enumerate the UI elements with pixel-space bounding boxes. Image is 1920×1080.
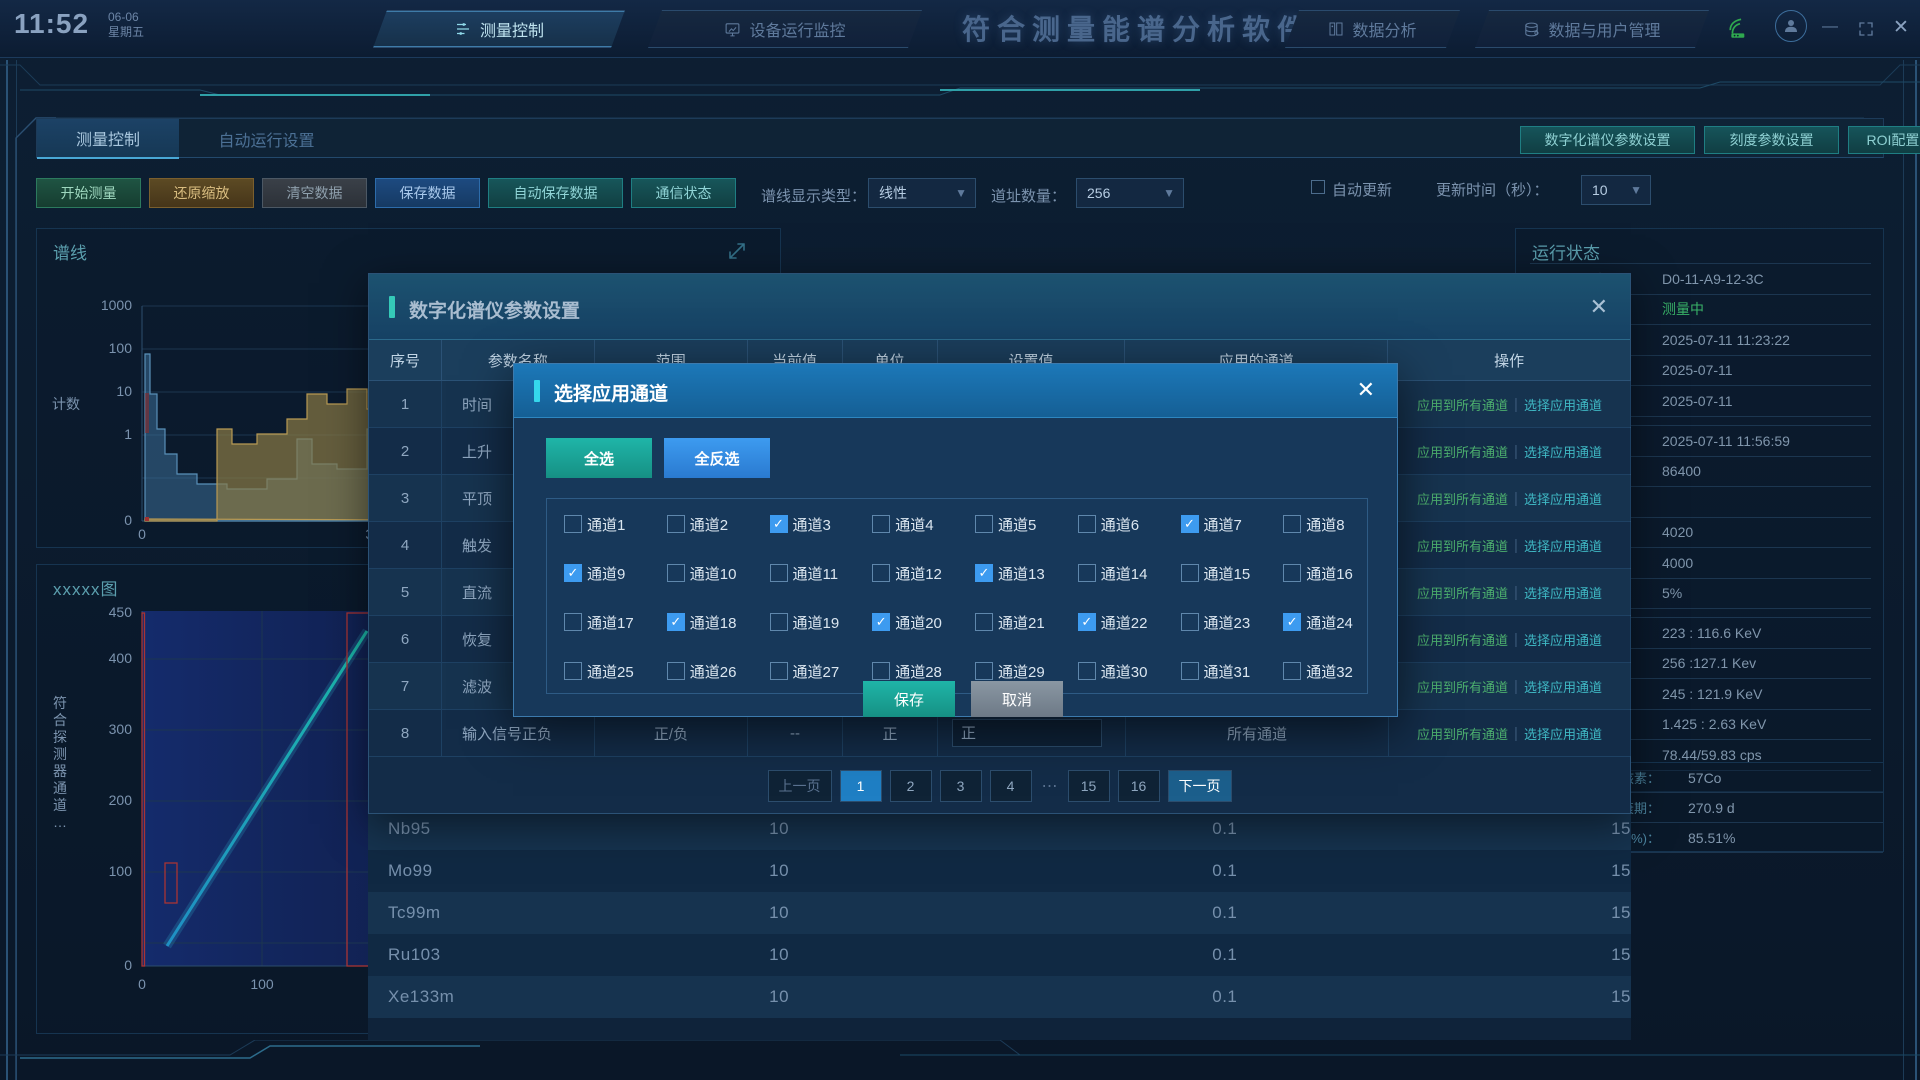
- svg-text:0: 0: [124, 957, 132, 973]
- svg-text:200: 200: [109, 792, 133, 808]
- svg-text:0: 0: [124, 512, 132, 528]
- svg-text:1: 1: [124, 426, 132, 442]
- svg-text:100: 100: [109, 340, 133, 356]
- svg-text:100: 100: [250, 976, 274, 992]
- svg-text:400: 400: [109, 650, 133, 666]
- svg-text:0: 0: [138, 976, 146, 992]
- svg-text:100: 100: [109, 863, 133, 879]
- svg-text:1000: 1000: [101, 297, 132, 313]
- svg-text:0: 0: [138, 526, 146, 542]
- svg-text:450: 450: [109, 604, 133, 620]
- svg-text:300: 300: [109, 721, 133, 737]
- svg-text:10: 10: [116, 383, 132, 399]
- svg-text:计数: 计数: [52, 396, 80, 412]
